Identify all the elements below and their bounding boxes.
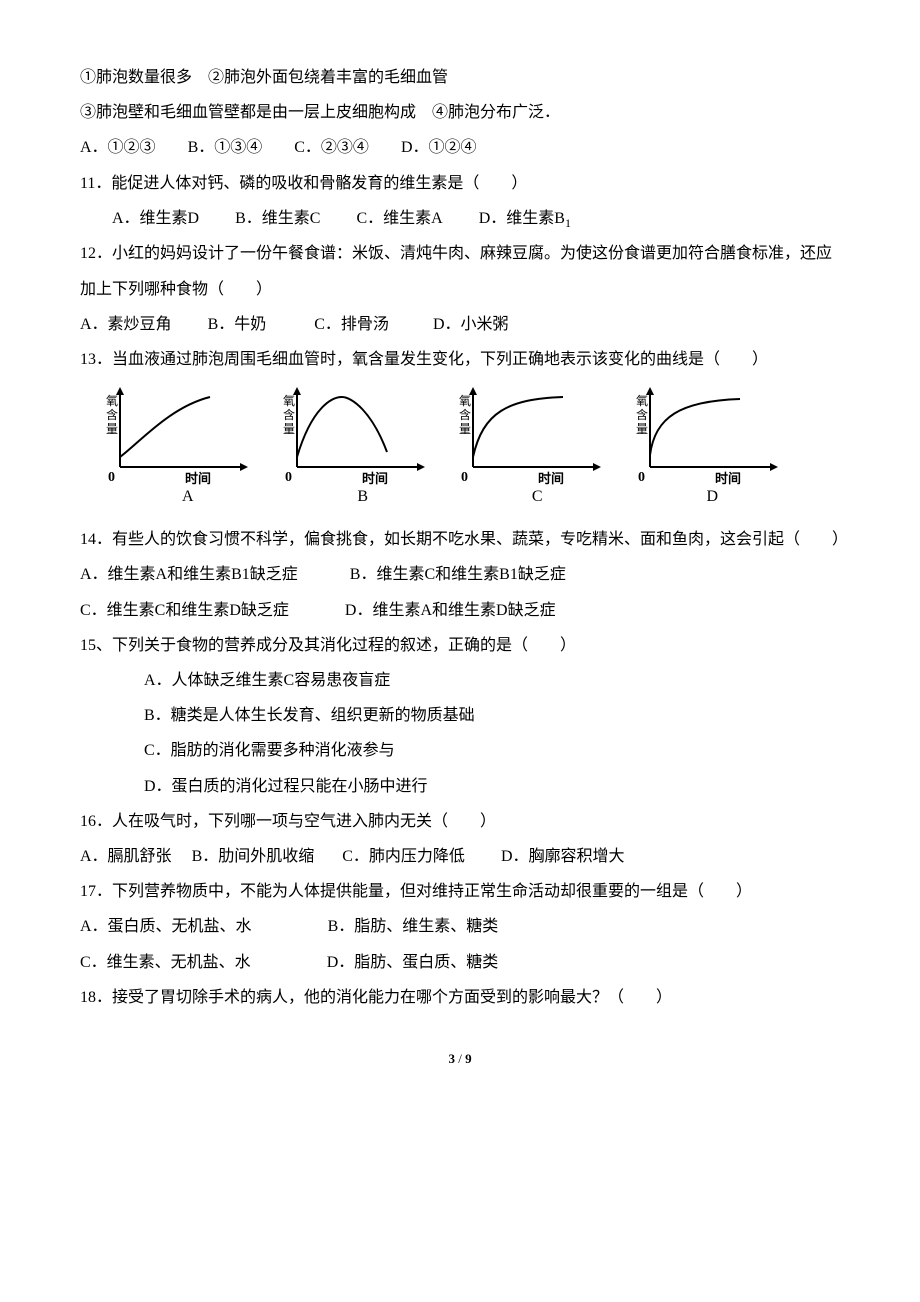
svg-text:量: 量 xyxy=(459,422,471,436)
q11-stem: 11．能促进人体对钙、磷的吸收和骨骼发育的维生素是（ ） xyxy=(80,166,840,201)
q10-options-line2: ③肺泡壁和毛细血管壁都是由一层上皮细胞构成 ④肺泡分布广泛． xyxy=(80,95,840,130)
q13-stem: 13．当血液通过肺泡周围毛细血管时，氧含量发生变化，下列正确地表示该变化的曲线是… xyxy=(80,342,840,377)
q15-stem: 15、下列关于食物的营养成分及其消化过程的叙述，正确的是（ ） xyxy=(80,628,840,663)
svg-text:氧: 氧 xyxy=(459,394,471,408)
q14-choices-row2: C．维生素C和维生素D缺乏症 D．维生素A和维生素D缺乏症 xyxy=(80,593,840,628)
svg-text:0: 0 xyxy=(285,470,292,485)
q11-choice-a: A．维生素D xyxy=(112,210,199,227)
q12-choices: A．素炒豆角 B．牛奶 C．排骨汤 D．小米粥 xyxy=(80,307,840,342)
svg-text:氧: 氧 xyxy=(106,394,118,408)
q11-choice-d-pre: D．维生素B xyxy=(479,210,565,227)
svg-text:时间: 时间 xyxy=(715,471,741,486)
q15-choice-d: D．蛋白质的消化过程只能在小肠中进行 xyxy=(80,769,840,804)
q17-stem: 17．下列营养物质中，不能为人体提供能量，但对维持正常生命活动却很重要的一组是（… xyxy=(80,874,840,909)
q14-choice-c: C．维生素C和维生素D缺乏症 xyxy=(80,602,289,619)
q12-choice-d: D．小米粥 xyxy=(433,316,509,333)
q10-choices: A．①②③ B．①③④ C．②③④ D．①②④ xyxy=(80,130,840,165)
q15-choice-b: B．糖类是人体生长发育、组织更新的物质基础 xyxy=(80,698,840,733)
q17-choice-a: A．蛋白质、无机盐、水 xyxy=(80,918,252,935)
q11-choices: A．维生素D B．维生素C C．维生素A D．维生素B1 xyxy=(80,201,840,237)
q13-label-a: A xyxy=(182,479,194,514)
q13-charts: 氧 含 量 0 时间 氧 含 量 0 时间 氧 含 量 0 时间 氧 含 量 0… xyxy=(100,387,780,487)
svg-text:含: 含 xyxy=(636,407,648,422)
q10-opt1: ①肺泡数量很多 xyxy=(80,69,192,86)
q17-choice-b: B．脂肪、维生素、糖类 xyxy=(328,918,499,935)
svg-text:量: 量 xyxy=(106,422,118,436)
q12-stem: 12．小红的妈妈设计了一份午餐食谱：米饭、清炖牛肉、麻辣豆腐。为使这份食谱更加符… xyxy=(80,236,840,306)
q17-choices-row2: C．维生素、无机盐、水 D．脂肪、蛋白质、糖类 xyxy=(80,945,840,980)
q18-stem: 18．接受了胃切除手术的病人，他的消化能力在哪个方面受到的影响最大？（ ） xyxy=(80,980,840,1015)
q11-choice-c: C．维生素A xyxy=(356,210,442,227)
svg-text:0: 0 xyxy=(108,470,115,485)
q16-choices: A．膈肌舒张 B．肋间外肌收缩 C．肺内压力降低 D．胸廓容积增大 xyxy=(80,839,840,874)
q10-options-line1: ①肺泡数量很多 ②肺泡外面包绕着丰富的毛细血管 xyxy=(80,60,840,95)
q10-opt4: ④肺泡分布广泛． xyxy=(432,104,560,121)
chart-panel-c: 氧 含 量 0 时间 xyxy=(453,387,603,487)
svg-text:含: 含 xyxy=(459,407,471,422)
q12-choice-b: B．牛奶 xyxy=(208,316,267,333)
q17-choices-row1: A．蛋白质、无机盐、水 B．脂肪、维生素、糖类 xyxy=(80,909,840,944)
q10-opt2: ②肺泡外面包绕着丰富的毛细血管 xyxy=(208,69,448,86)
q15-choice-c: C．脂肪的消化需要多种消化液参与 xyxy=(80,733,840,768)
page-footer: 3 / 9 xyxy=(80,1045,840,1074)
q17-choice-c: C．维生素、无机盐、水 xyxy=(80,954,251,971)
svg-text:量: 量 xyxy=(283,422,295,436)
q13-label-d: D xyxy=(706,479,718,514)
q17-choice-d: D．脂肪、蛋白质、糖类 xyxy=(327,954,499,971)
q16-choice-c: C．肺内压力降低 xyxy=(342,848,465,865)
svg-text:含: 含 xyxy=(283,407,295,422)
q10-choice-a: A．①②③ xyxy=(80,139,156,156)
q16-choice-b: B．肋间外肌收缩 xyxy=(192,848,315,865)
svg-text:0: 0 xyxy=(638,470,645,485)
svg-text:氧: 氧 xyxy=(636,394,648,408)
chart-panel-b: 氧 含 量 0 时间 xyxy=(277,387,427,487)
q16-stem: 16．人在吸气时，下列哪一项与空气进入肺内无关（ ） xyxy=(80,804,840,839)
svg-text:0: 0 xyxy=(461,470,468,485)
chart-panel-d: 氧 含 量 0 时间 xyxy=(630,387,780,487)
page-total: 9 xyxy=(465,1051,472,1066)
q12-choice-c: C．排骨汤 xyxy=(314,316,389,333)
q14-choice-d: D．维生素A和维生素D缺乏症 xyxy=(345,602,556,619)
q11-choice-b: B．维生素C xyxy=(235,210,320,227)
page-sep: / xyxy=(455,1051,465,1066)
q16-choice-a: A．膈肌舒张 xyxy=(80,848,172,865)
q15-choice-a: A．人体缺乏维生素C容易患夜盲症 xyxy=(80,663,840,698)
svg-text:氧: 氧 xyxy=(283,394,295,408)
q13-label-b: B xyxy=(357,479,368,514)
q14-choice-a: A．维生素A和维生素B1缺乏症 xyxy=(80,566,298,583)
q12-choice-a: A．素炒豆角 xyxy=(80,316,172,333)
q10-choice-c: C．②③④ xyxy=(294,139,369,156)
q11-choice-d-sub: 1 xyxy=(565,216,571,230)
q14-stem: 14．有些人的饮食习惯不科学，偏食挑食，如长期不吃水果、蔬菜，专吃精米、面和鱼肉… xyxy=(80,522,840,557)
svg-text:量: 量 xyxy=(636,422,648,436)
q10-opt3: ③肺泡壁和毛细血管壁都是由一层上皮细胞构成 xyxy=(80,104,416,121)
q14-choices-row1: A．维生素A和维生素B1缺乏症 B．维生素C和维生素B1缺乏症 xyxy=(80,557,840,592)
q10-choice-d: D．①②④ xyxy=(401,139,477,156)
chart-panel-a: 氧 含 量 0 时间 xyxy=(100,387,250,487)
q16-choice-d: D．胸廓容积增大 xyxy=(501,848,625,865)
q13-label-c: C xyxy=(532,479,543,514)
q10-choice-b: B．①③④ xyxy=(188,139,263,156)
q14-choice-b: B．维生素C和维生素B1缺乏症 xyxy=(350,566,566,583)
svg-text:含: 含 xyxy=(106,407,118,422)
